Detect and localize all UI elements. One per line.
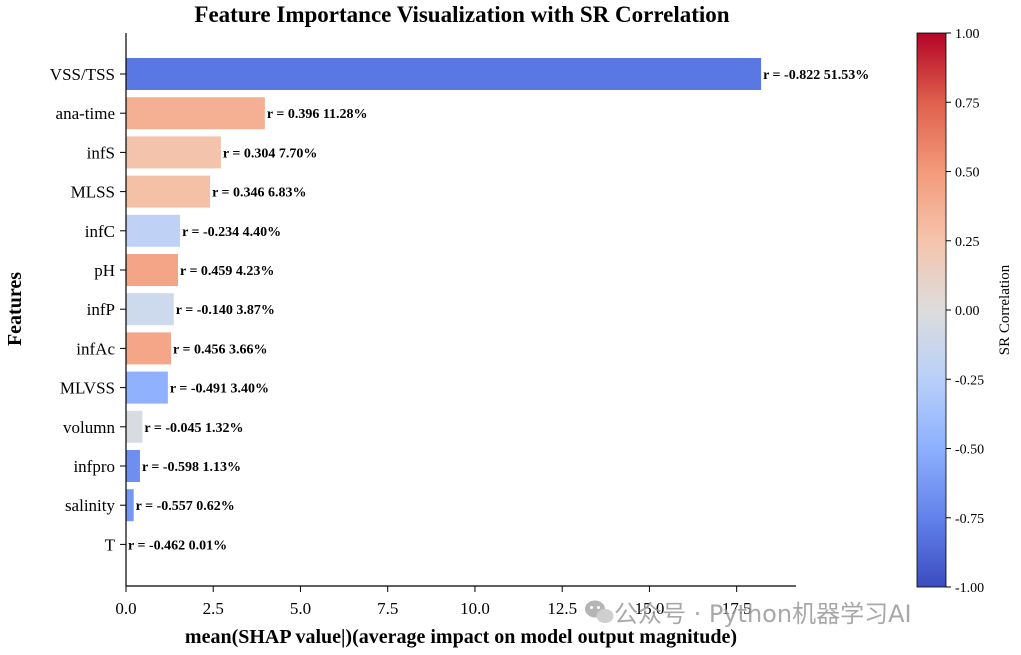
y-tick-label: MLVSS bbox=[60, 379, 115, 398]
y-axis-label: Features bbox=[4, 272, 26, 346]
bar-value-label: r = -0.557 0.62% bbox=[136, 499, 235, 514]
y-tick-label: T bbox=[105, 535, 116, 554]
colorbar-tick-label: 0.00 bbox=[955, 304, 980, 319]
colorbar-tick-label: -0.75 bbox=[955, 512, 984, 527]
y-tick-label: VSS/TSS bbox=[50, 65, 115, 84]
x-tick-label: 7.5 bbox=[377, 599, 398, 618]
colorbar-tick-label: -0.25 bbox=[955, 373, 984, 388]
y-tick-label: salinity bbox=[65, 496, 116, 515]
bar-value-label: r = -0.140 3.87% bbox=[176, 303, 275, 318]
bar-infp bbox=[126, 293, 174, 326]
y-tick-label: infS bbox=[87, 143, 115, 162]
y-tick-label: ana-time bbox=[56, 104, 115, 123]
bar-salinity bbox=[126, 489, 134, 522]
bar-value-label: r = -0.491 3.40% bbox=[170, 382, 269, 397]
chart-title: Feature Importance Visualization with SR… bbox=[194, 2, 729, 27]
colorbar-ticks: 1.00 0.75 0.50 0.25 0.00 -0.25 -0.50 -0.75 -1.00 bbox=[946, 27, 984, 596]
colorbar-tick-label: -0.50 bbox=[955, 443, 984, 458]
y-tick-label: pH bbox=[94, 261, 115, 280]
bar-infc bbox=[126, 214, 181, 247]
bars-layer bbox=[126, 58, 762, 522]
bar-value-label: r = 0.459 4.23% bbox=[180, 264, 274, 279]
bar-ana-time bbox=[126, 97, 265, 130]
bar-value-label: r = -0.045 1.32% bbox=[144, 421, 243, 436]
y-tick-label: infP bbox=[87, 300, 115, 319]
bar-value-label: r = -0.822 51.53% bbox=[763, 68, 869, 83]
bar-infs bbox=[126, 136, 221, 169]
bar-value-label: r = 0.346 6.83% bbox=[212, 186, 306, 201]
bar-volumn bbox=[126, 410, 143, 443]
y-tick-label: MLSS bbox=[71, 183, 115, 202]
x-tick-label: 17.5 bbox=[722, 599, 752, 618]
x-axis-label: mean(SHAP value|)(average impact on mode… bbox=[185, 626, 737, 648]
y-tick-label: infC bbox=[85, 222, 115, 241]
x-ticks: 0.0 2.5 5.0 7.5 10.0 12.5 15.0 17.5 bbox=[115, 586, 752, 618]
colorbar-tick-label: 0.50 bbox=[955, 166, 980, 181]
bar-value-label: r = 0.396 11.28% bbox=[267, 107, 368, 122]
bar-value-label: r = 0.456 3.66% bbox=[173, 342, 267, 357]
bar-infpro bbox=[126, 450, 140, 482]
x-tick-label: 2.5 bbox=[203, 599, 224, 618]
bar-mlss bbox=[126, 175, 211, 208]
watermark-text: 公众号 · Python机器学习AI bbox=[614, 600, 912, 628]
y-tick-label: infAc bbox=[76, 339, 115, 358]
x-tick-label: 10.0 bbox=[460, 599, 490, 618]
bar-labels-layer: r = -0.822 51.53% r = 0.396 11.28% r = 0.3… bbox=[128, 68, 869, 553]
y-tick-label: infpro bbox=[73, 457, 115, 476]
colorbar-tick-label: 0.25 bbox=[955, 235, 980, 250]
x-tick-label: 15.0 bbox=[635, 599, 665, 618]
x-tick-label: 12.5 bbox=[547, 599, 577, 618]
y-ticks: VSS/TSS ana-time infS MLSS infC pH infP infAc ML… bbox=[50, 65, 126, 554]
colorbar bbox=[916, 32, 947, 588]
colorbar-label: SR Correlation bbox=[997, 264, 1013, 355]
bar-vss-tss bbox=[126, 58, 762, 90]
y-tick-label: volumn bbox=[63, 418, 115, 437]
bar-mlvss bbox=[126, 371, 168, 404]
bar-infac bbox=[126, 332, 172, 365]
wechat-icon bbox=[585, 600, 614, 623]
bar-value-label: r = 0.304 7.70% bbox=[223, 146, 317, 161]
colorbar-tick-label: 0.75 bbox=[955, 96, 980, 111]
x-tick-label: 0.0 bbox=[115, 599, 136, 618]
bar-value-label: r = -0.234 4.40% bbox=[182, 225, 281, 240]
bar-value-label: r = -0.462 0.01% bbox=[128, 538, 227, 553]
colorbar-tick-label: 1.00 bbox=[955, 27, 980, 42]
bar-ph bbox=[126, 254, 178, 286]
x-tick-label: 5.0 bbox=[290, 599, 311, 618]
bar-value-label: r = -0.598 1.13% bbox=[142, 460, 241, 475]
colorbar-tick-label: -1.00 bbox=[955, 581, 984, 596]
watermark: 公众号 · Python机器学习AI bbox=[585, 600, 912, 628]
